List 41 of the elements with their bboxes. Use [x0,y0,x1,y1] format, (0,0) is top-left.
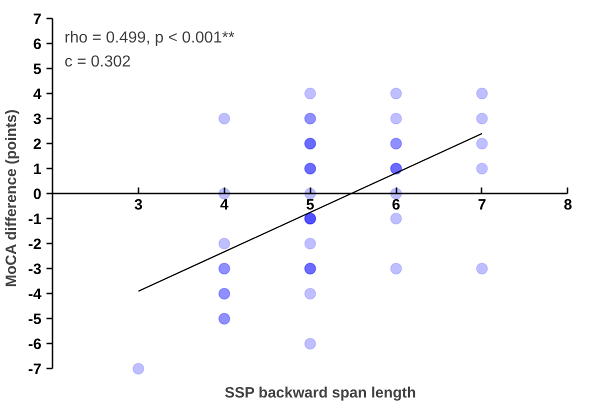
y-tick-label: -7 [28,361,42,378]
x-tick-label: 4 [220,196,230,214]
y-tick-label: 1 [33,161,42,178]
point [218,238,230,250]
y-tick-label: 7 [33,11,42,28]
y-axis-title: MoCA difference (points) [3,109,20,288]
y-tick-label: -4 [28,286,42,304]
annotation: c = 0.302 [64,54,131,70]
x-tick-label: 7 [478,196,486,214]
point [218,112,230,125]
x-tick-label: 5 [306,196,314,214]
annotation: rho = 0.499, p < 0.001** [64,30,234,46]
y-tick-label: 0 [33,186,42,204]
y-tick-label: 4 [33,86,42,104]
y-tick-label: -3 [28,261,42,278]
point [476,88,488,100]
point [390,212,402,225]
x-axis-title: SSP backward span length [224,384,416,402]
point [390,112,402,125]
point [476,162,488,175]
point [476,138,488,150]
y-tick-label: 2 [33,136,42,154]
point [132,362,144,375]
point [476,262,488,275]
point [390,262,402,275]
point [304,88,316,100]
point [476,112,488,125]
y-tick-label: -6 [28,336,42,354]
point [304,338,316,350]
point [390,88,402,100]
x-tick-label: 8 [564,196,572,214]
y-tick-label: 6 [33,36,42,54]
y-tick-label: 5 [33,61,42,78]
y-tick-label: -2 [28,236,42,254]
point [304,288,316,300]
x-tick-label: 6 [392,196,400,214]
y-tick-label: 3 [33,111,42,128]
y-tick-label: -1 [28,211,42,228]
y-tick-label: -5 [28,311,42,328]
x-tick-label: 3 [134,196,143,214]
point [304,238,316,250]
